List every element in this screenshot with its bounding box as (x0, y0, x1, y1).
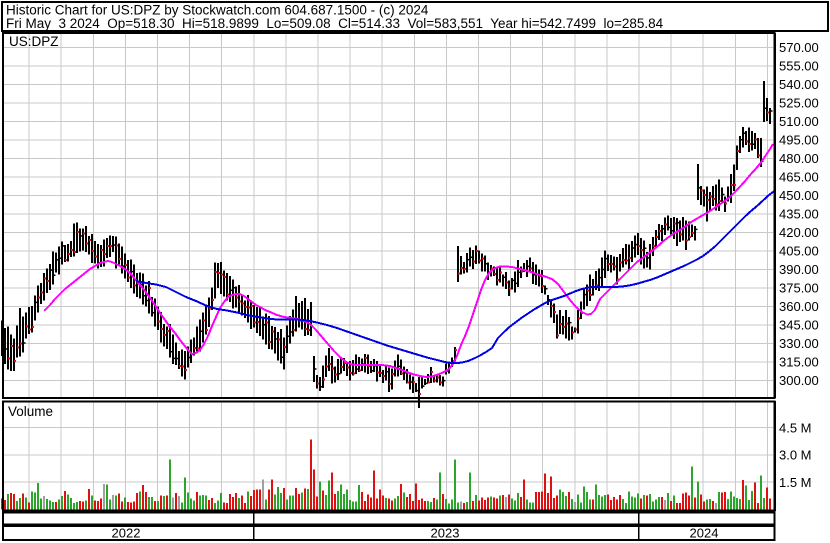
svg-text:2024: 2024 (690, 526, 719, 541)
svg-text:Historic Chart for US:DPZ by S: Historic Chart for US:DPZ by Stockwatch.… (6, 3, 429, 18)
svg-text:480.00: 480.00 (779, 151, 819, 166)
svg-text:1.5 M: 1.5 M (779, 475, 812, 490)
svg-text:405.00: 405.00 (779, 244, 819, 259)
svg-text:Fri May 3 2024 Op=518.30 Hi: Fri May 3 2024 Op=518.30 Hi=518.9899 Lo=… (6, 16, 664, 31)
svg-text:Volume: Volume (8, 404, 53, 419)
svg-text:465.00: 465.00 (779, 170, 819, 185)
svg-text:330.00: 330.00 (779, 336, 819, 351)
svg-text:495.00: 495.00 (779, 133, 819, 148)
svg-text:315.00: 315.00 (779, 355, 819, 370)
svg-text:2023: 2023 (431, 526, 460, 541)
svg-text:540.00: 540.00 (779, 77, 819, 92)
svg-text:US:DPZ: US:DPZ (9, 34, 59, 49)
svg-text:570.00: 570.00 (779, 40, 819, 55)
svg-text:390.00: 390.00 (779, 262, 819, 277)
svg-text:510.00: 510.00 (779, 114, 819, 129)
svg-text:525.00: 525.00 (779, 96, 819, 111)
svg-text:555.00: 555.00 (779, 59, 819, 74)
svg-text:450.00: 450.00 (779, 188, 819, 203)
svg-text:3.0 M: 3.0 M (779, 448, 812, 463)
svg-text:375.00: 375.00 (779, 281, 819, 296)
svg-text:360.00: 360.00 (779, 299, 819, 314)
svg-text:345.00: 345.00 (779, 318, 819, 333)
svg-text:300.00: 300.00 (779, 373, 819, 388)
svg-text:4.5 M: 4.5 M (779, 420, 812, 435)
svg-text:435.00: 435.00 (779, 207, 819, 222)
svg-text:2022: 2022 (112, 526, 141, 541)
svg-text:420.00: 420.00 (779, 225, 819, 240)
